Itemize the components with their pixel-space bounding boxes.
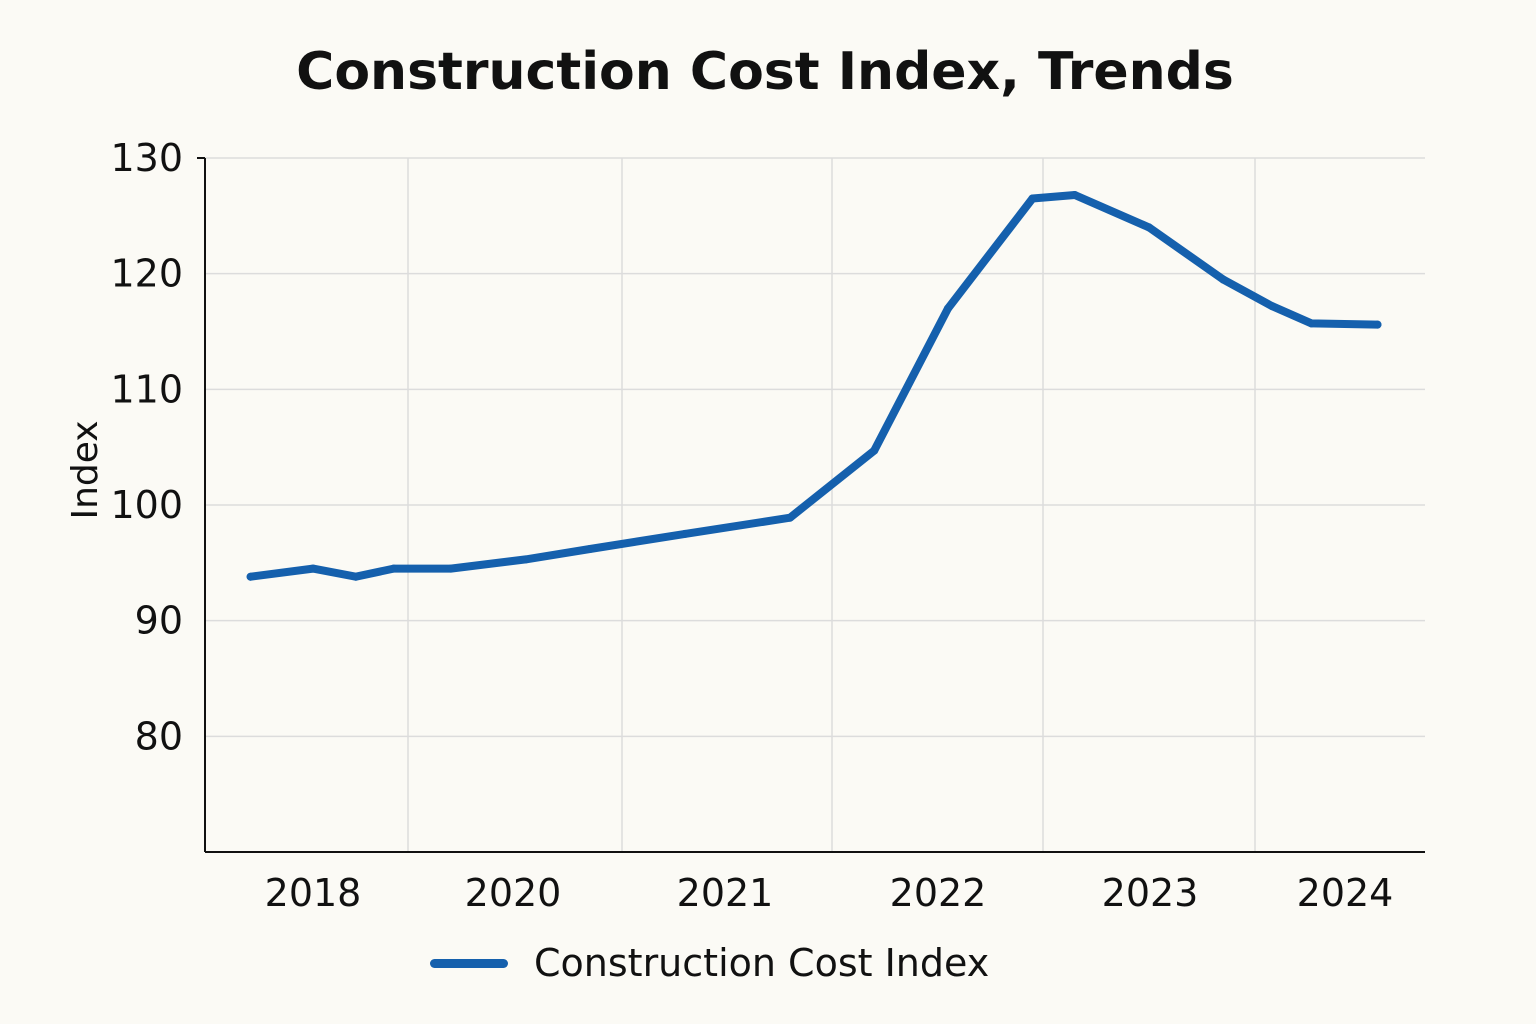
data-point [944,304,952,313]
chart-title: Construction Cost Index, Trends [296,42,1234,102]
data-point [1307,319,1316,328]
legend-label: Construction Cost Index [534,941,990,985]
x-tick-labels: 2018 2020 2021 2022 2023 2024 [265,871,1394,915]
y-tick-label: 110 [110,367,183,411]
axes [197,157,1425,853]
data-point [786,513,794,522]
x-tick-label: 2020 [465,871,562,915]
series-line [246,191,1382,581]
data-point [446,564,455,573]
data-point [1268,302,1276,311]
data-point [1373,320,1382,329]
x-tick-label: 2023 [1102,871,1199,915]
y-tick-label: 100 [110,483,183,527]
y-axis-title: Index [65,420,106,519]
y-tick-label: 80 [135,714,183,758]
data-point [681,529,689,538]
data-point [351,572,360,581]
x-tick-label: 2024 [1297,871,1394,915]
y-tick-label: 130 [110,136,183,180]
y-tick-label: 120 [110,252,183,296]
legend: Construction Cost Index [430,938,989,988]
y-tick-labels: 80 90 100 110 120 130 [110,136,183,758]
x-tick-label: 2021 [677,871,774,915]
series-layer [246,191,1382,581]
data-point [870,446,879,455]
data-point [585,545,594,553]
data-point [521,555,530,564]
x-tick-label: 2022 [890,871,987,915]
y-tick-label: 90 [135,599,183,643]
data-point [1070,191,1079,199]
data-point [1145,223,1153,232]
data-point [246,572,255,581]
data-point [1219,275,1228,284]
data-point [389,564,398,573]
x-tick-label: 2018 [265,871,362,915]
grid-lines [205,157,1425,852]
data-point [309,564,317,573]
data-point [1028,194,1037,203]
legend-swatch [430,958,508,968]
